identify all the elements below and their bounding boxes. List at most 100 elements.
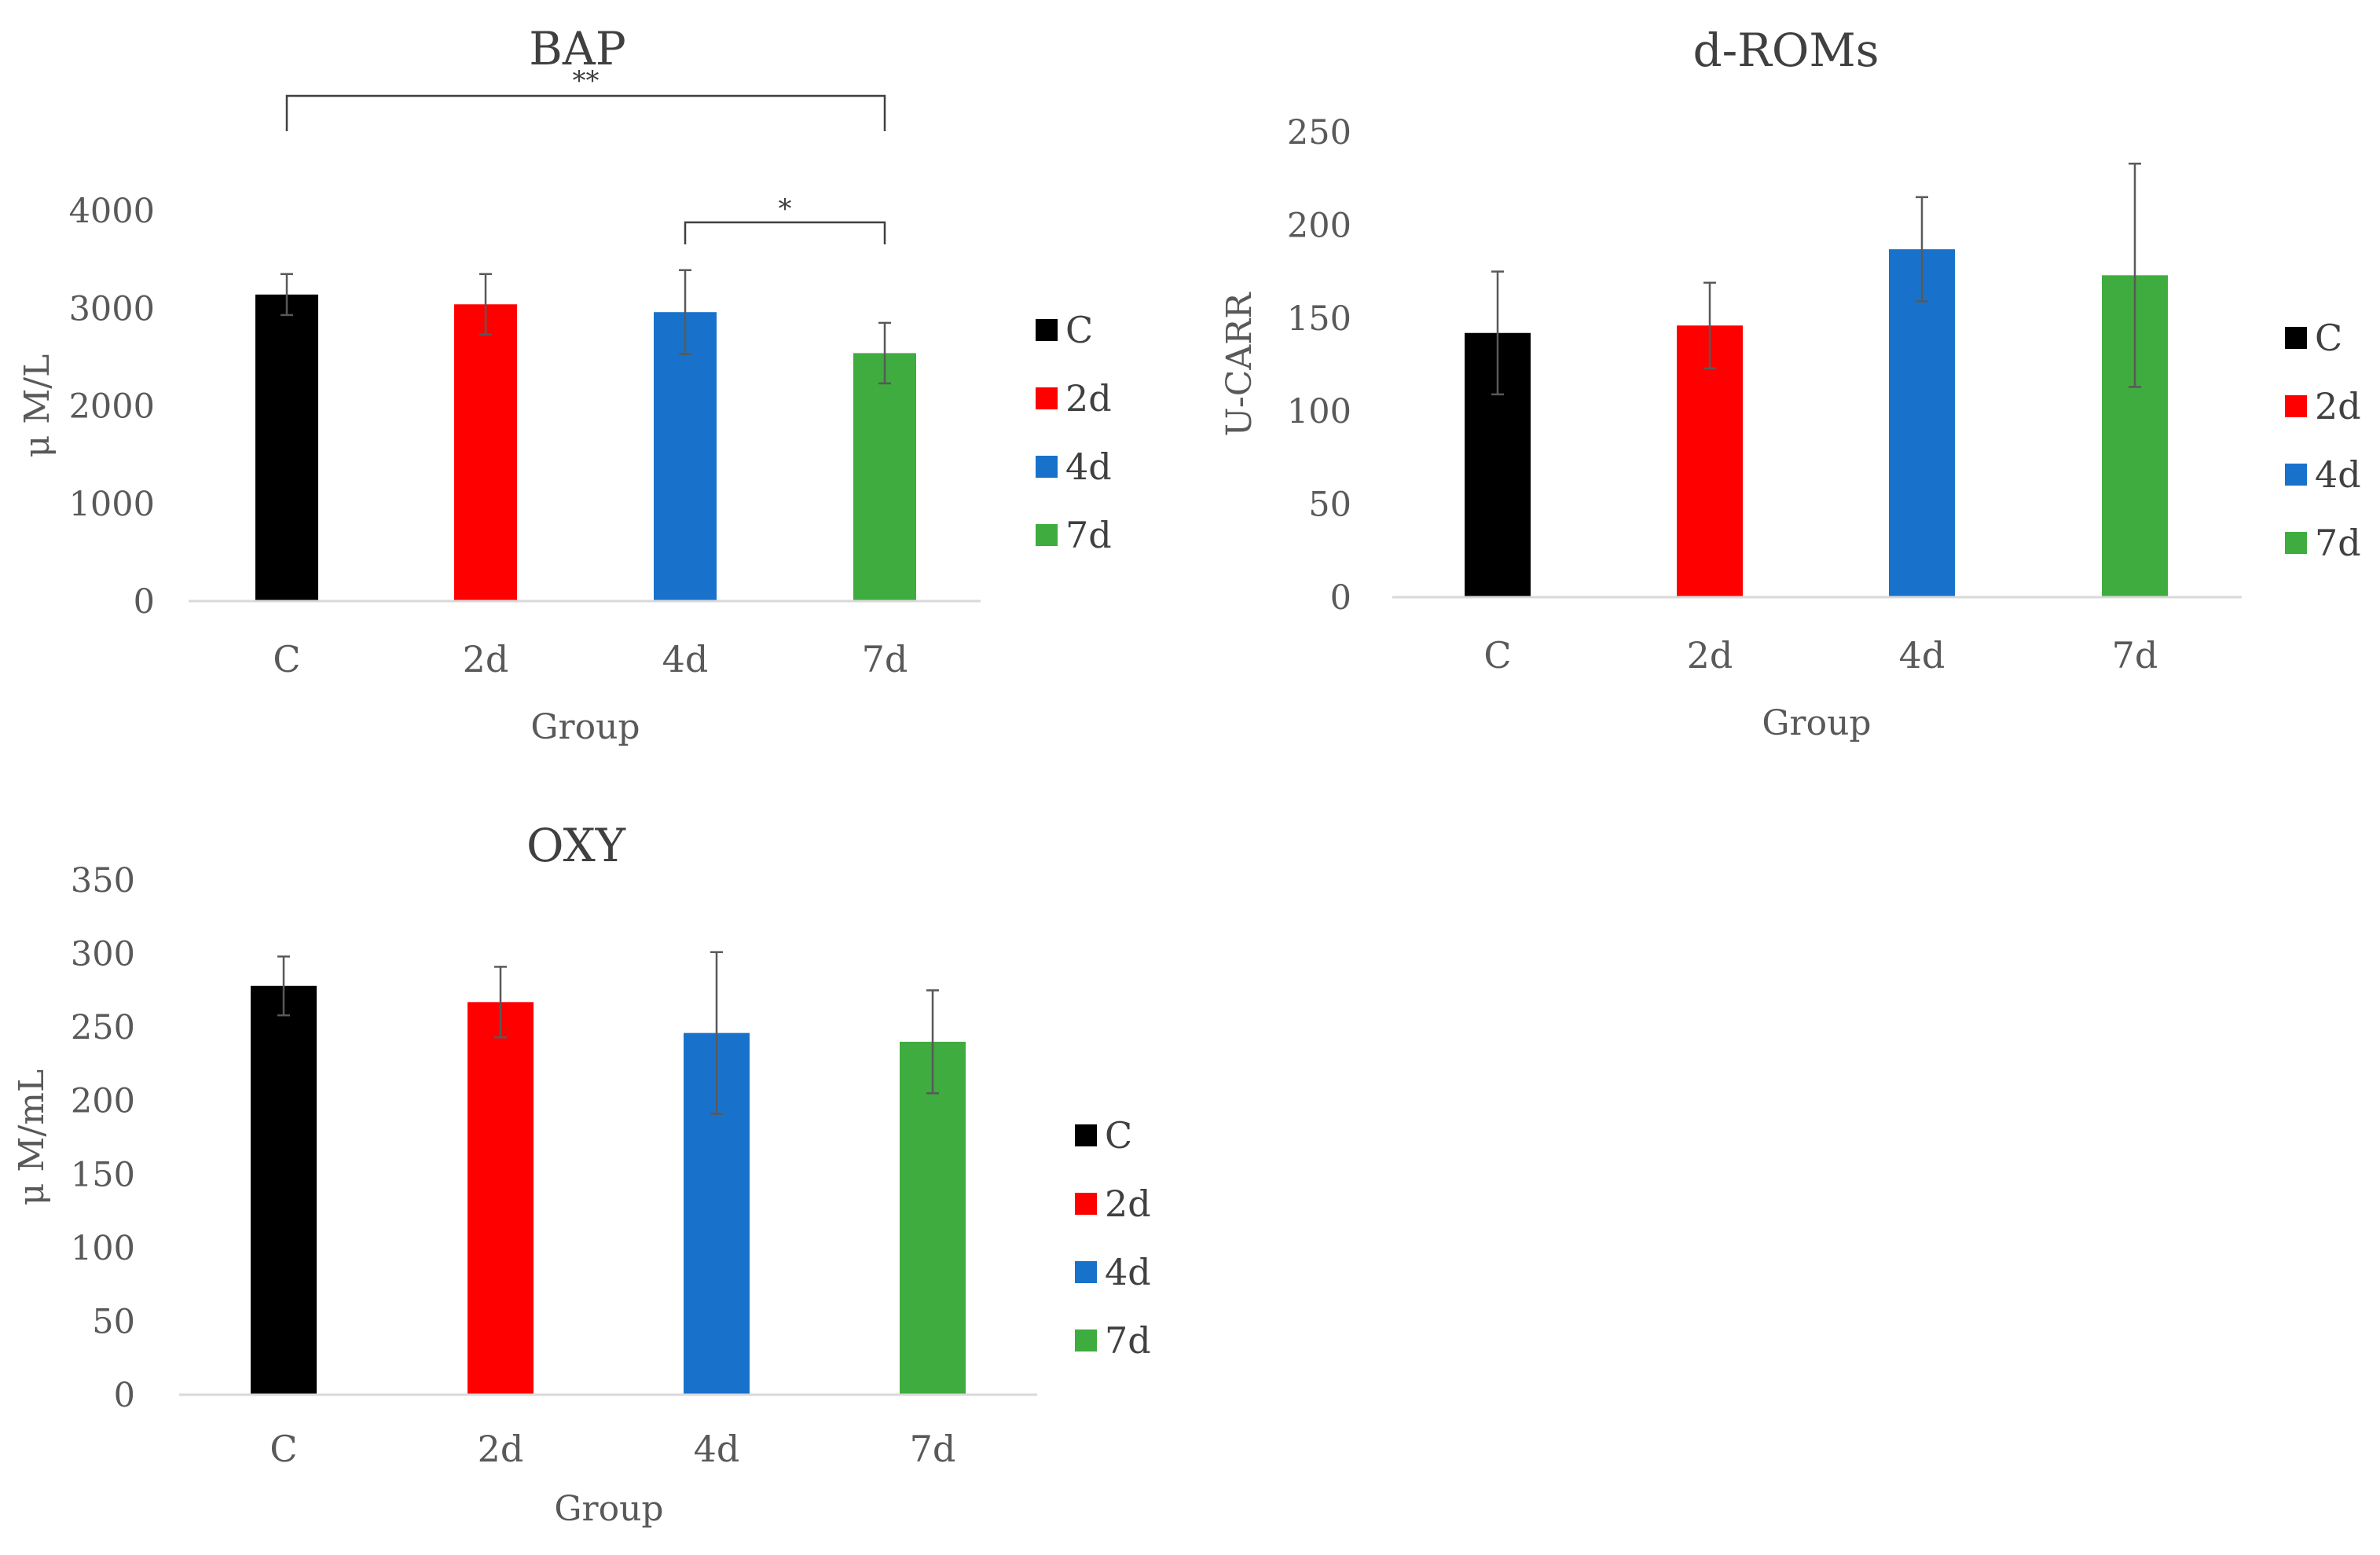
- y-tick-label: 150: [1287, 299, 1351, 339]
- x-axis-title: Group: [554, 1489, 663, 1529]
- y-tick-label: 0: [134, 582, 155, 622]
- error-bar: [281, 273, 293, 317]
- bar-4d: [654, 312, 717, 601]
- legend-item: 2d: [1075, 1183, 1151, 1225]
- y-tick-label: 250: [1287, 113, 1351, 152]
- y-tick-label: 100: [1287, 392, 1351, 431]
- y-tick-label: 2000: [69, 387, 155, 427]
- oxy-chart: OXY Group μ M/mL 0 50 100 150 200 250 300 350 C 2…: [12, 819, 1151, 1529]
- legend-label: 2d: [1065, 377, 1112, 420]
- y-axis-title: μ M/mL: [12, 1069, 52, 1205]
- y-tick-label: 0: [1330, 578, 1351, 618]
- legend-label: 7d: [1105, 1319, 1151, 1362]
- legend-item: 4d: [1036, 446, 1112, 488]
- d-roms-chart: d-ROMs Group U-CARR 0 50 100 150 200 250 C 2d 4d…: [1219, 24, 2361, 743]
- bar-7d: [853, 353, 916, 601]
- y-axis-title: μ M/L: [17, 354, 57, 458]
- legend-label: 2d: [1105, 1183, 1151, 1225]
- y-tick-label: 200: [71, 1082, 135, 1121]
- legend-swatch: [2285, 395, 2307, 417]
- error-bar: [479, 273, 492, 336]
- significance-label: **: [573, 65, 600, 97]
- legend-label: 4d: [1065, 446, 1112, 488]
- y-tick-label: 4000: [69, 192, 155, 231]
- y-tick-label: 50: [92, 1302, 135, 1341]
- legend-label: C: [2315, 317, 2342, 359]
- legend-item: 4d: [1075, 1251, 1151, 1293]
- y-axis-title: U-CARR: [1219, 292, 1260, 437]
- legend-swatch: [1075, 1261, 1097, 1283]
- legend-swatch: [1075, 1124, 1097, 1146]
- legend-item: C: [1075, 1114, 1132, 1157]
- legend-label: 4d: [2315, 453, 2361, 496]
- legend-swatch: [1036, 524, 1058, 546]
- x-axis-title: Group: [1762, 703, 1871, 743]
- x-tick-label: 2d: [463, 638, 509, 680]
- x-tick-label: C: [270, 1428, 297, 1470]
- legend-swatch: [2285, 532, 2307, 554]
- significance-bracket: **: [285, 65, 886, 131]
- y-tick-label: 0: [114, 1376, 135, 1415]
- legend-item: 4d: [2285, 453, 2361, 496]
- error-bar: [926, 989, 939, 1095]
- y-tick-label: 1000: [69, 485, 155, 524]
- y-tick-label: 150: [71, 1155, 135, 1194]
- legend-swatch: [1075, 1329, 1097, 1351]
- y-tick-label: 100: [71, 1229, 135, 1268]
- x-tick-label: 2d: [478, 1428, 524, 1470]
- legend-item: 7d: [1036, 514, 1112, 556]
- legend-swatch: [2285, 464, 2307, 486]
- x-axis-title: Group: [530, 707, 640, 747]
- chart-title: BAP: [529, 22, 626, 75]
- x-tick-label: 4d: [662, 638, 709, 680]
- x-tick-label: 4d: [1899, 634, 1945, 677]
- legend-label: 7d: [2315, 522, 2361, 564]
- bar-C: [251, 985, 317, 1395]
- significance-label: *: [779, 193, 792, 225]
- x-tick-label: C: [273, 638, 300, 680]
- y-tick-label: 200: [1287, 206, 1351, 245]
- chart-title: OXY: [526, 819, 626, 872]
- x-tick-label: 7d: [2112, 634, 2158, 677]
- x-tick-label: C: [1483, 634, 1511, 677]
- significance-bracket: *: [684, 193, 886, 244]
- legend-label: C: [1105, 1114, 1132, 1157]
- legend-label: C: [1065, 309, 1093, 351]
- legend-item: C: [2285, 317, 2342, 359]
- error-bar: [1703, 281, 1716, 369]
- chart-title: d-ROMs: [1692, 24, 1879, 77]
- error-bar: [878, 321, 891, 385]
- legend-item: 7d: [2285, 522, 2361, 564]
- error-bar: [1916, 196, 1928, 303]
- bar-2d: [1677, 325, 1743, 597]
- y-tick-label: 50: [1308, 486, 1351, 525]
- legend-item: 7d: [1075, 1319, 1151, 1362]
- legend-swatch: [1036, 387, 1058, 409]
- legend: C 2d 4d 7d: [1075, 1114, 1151, 1362]
- error-bar: [710, 951, 723, 1115]
- y-tick-label: 250: [71, 1008, 135, 1047]
- legend-item: C: [1036, 309, 1093, 351]
- bar-C: [255, 294, 318, 601]
- bar-2d: [468, 1002, 534, 1395]
- legend: C 2d 4d 7d: [1036, 309, 1112, 556]
- x-tick-label: 7d: [910, 1428, 956, 1470]
- error-bar: [1491, 270, 1504, 396]
- y-tick-label: 300: [71, 935, 135, 974]
- x-tick-label: 2d: [1687, 634, 1733, 677]
- legend: C 2d 4d 7d: [2285, 317, 2361, 564]
- error-bar: [277, 955, 290, 1017]
- error-bar: [2129, 163, 2141, 388]
- error-bar: [679, 269, 691, 355]
- bar-7d: [900, 1041, 966, 1395]
- x-tick-label: 4d: [694, 1428, 740, 1470]
- legend-label: 2d: [2315, 385, 2361, 427]
- error-bar: [494, 966, 507, 1039]
- x-tick-label: 7d: [862, 638, 908, 680]
- bap-chart: BAP Group μ M/L 0 1000 2000 3000 4000 C 2d 4d 7d…: [17, 22, 1112, 747]
- legend-swatch: [1036, 319, 1058, 341]
- legend-item: 2d: [1036, 377, 1112, 420]
- legend-label: 7d: [1065, 514, 1112, 556]
- legend-swatch: [2285, 327, 2307, 349]
